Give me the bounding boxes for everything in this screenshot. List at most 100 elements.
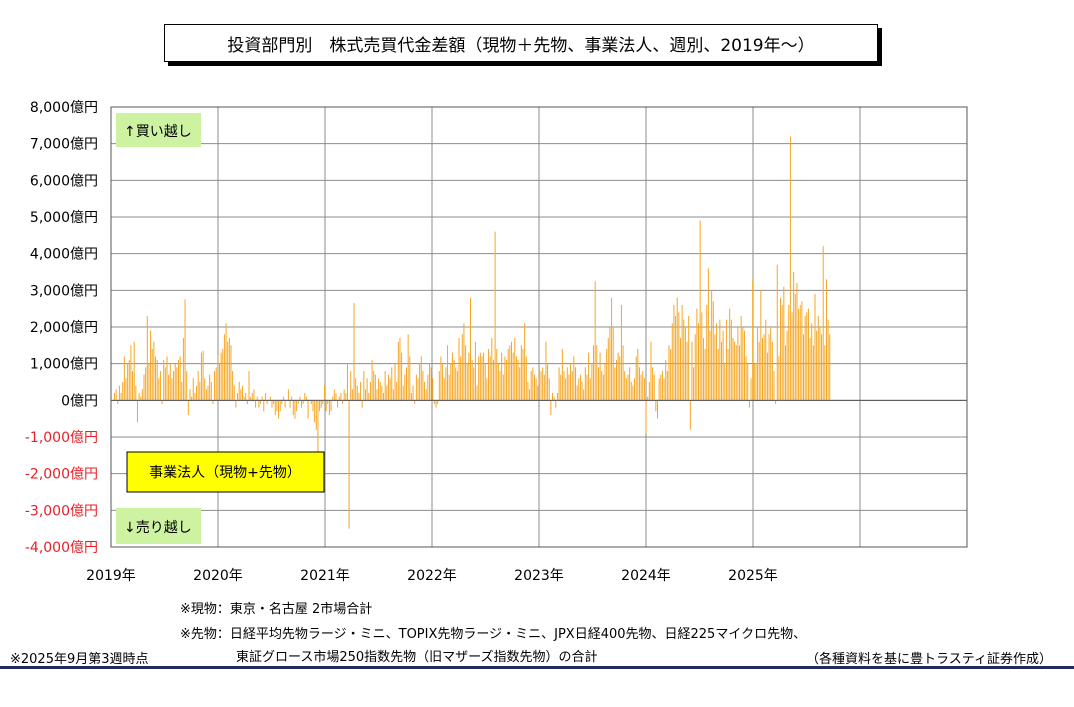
- annotation-layer: ↑買い越し ↓売り越し 事業法人（現物+先物）: [116, 113, 325, 544]
- note-spot: ※現物：東京・名古屋 2市場合計: [180, 602, 373, 617]
- bar: [586, 374, 588, 401]
- bar: [161, 400, 163, 404]
- bar: [350, 371, 352, 401]
- bar: [327, 400, 329, 404]
- bar: [550, 400, 552, 415]
- bar: [537, 385, 539, 401]
- bar: [455, 367, 457, 401]
- bar: [607, 338, 609, 401]
- bar: [337, 400, 339, 408]
- bar: [645, 400, 647, 434]
- bar: [520, 345, 522, 401]
- buy-annotation-label: ↑買い越し: [124, 124, 192, 140]
- bar: [773, 371, 775, 401]
- bar: [612, 327, 614, 401]
- bar: [478, 356, 480, 401]
- bar: [250, 396, 252, 401]
- bar: [466, 363, 468, 401]
- bar: [304, 393, 306, 401]
- bar: [629, 367, 631, 401]
- bar: [799, 305, 801, 401]
- bar: [507, 349, 509, 401]
- bar: [246, 400, 248, 404]
- bar: [615, 360, 617, 401]
- bar: [491, 338, 493, 401]
- bar: [543, 374, 545, 401]
- bar: [647, 396, 649, 401]
- y-tick-label: 3,000億円: [30, 283, 98, 299]
- bar: [437, 400, 439, 404]
- bar: [696, 308, 698, 401]
- bar: [745, 356, 747, 401]
- bar: [346, 363, 348, 401]
- bar: [506, 360, 508, 401]
- y-tick-label: 1,000億円: [30, 357, 98, 373]
- bar: [182, 338, 184, 401]
- bar: [115, 389, 117, 401]
- bar: [273, 400, 275, 404]
- bar: [509, 345, 511, 401]
- bar: [356, 385, 358, 401]
- bar: [301, 400, 303, 408]
- bar: [584, 367, 586, 401]
- bar: [196, 385, 198, 401]
- bar: [232, 371, 234, 401]
- bar: [407, 334, 409, 401]
- bar: [258, 400, 260, 408]
- sell-annotation-label: ↓売り越し: [124, 520, 192, 536]
- bar: [264, 393, 266, 401]
- bar: [497, 363, 499, 401]
- bar: [811, 323, 813, 401]
- bar: [173, 371, 175, 401]
- bar: [822, 246, 824, 401]
- bar: [135, 385, 137, 401]
- bar: [604, 363, 606, 401]
- bar: [755, 363, 757, 401]
- bar: [547, 363, 549, 401]
- bar: [443, 378, 445, 401]
- bar: [117, 400, 119, 404]
- bar: [145, 367, 147, 401]
- bar: [458, 338, 460, 401]
- bar: [796, 283, 798, 401]
- bar: [381, 385, 383, 401]
- bar: [556, 393, 558, 401]
- bar: [642, 371, 644, 401]
- bar: [141, 389, 143, 401]
- bar: [525, 356, 527, 401]
- legend-label: 事業法人（現物+先物）: [149, 465, 301, 481]
- bar: [566, 367, 568, 401]
- bar: [169, 363, 171, 401]
- bar: [415, 374, 417, 401]
- bar: [630, 382, 632, 401]
- bar: [816, 330, 818, 401]
- y-tick-label: 8,000億円: [30, 100, 98, 116]
- y-tick-label: -2,000億円: [25, 467, 98, 483]
- bar: [340, 393, 342, 401]
- bar: [825, 279, 827, 401]
- bar: [542, 367, 544, 401]
- bar: [469, 297, 471, 401]
- bar: [601, 371, 603, 401]
- bar: [501, 352, 503, 401]
- bar: [597, 367, 599, 401]
- legend-box: [126, 451, 325, 493]
- bar: [451, 352, 453, 401]
- bar: [166, 356, 168, 401]
- bar: [471, 360, 473, 401]
- bar: [391, 367, 393, 401]
- bar: [517, 360, 519, 401]
- bar: [735, 345, 737, 401]
- xtick-layer: 2019年 2020年 2021年 2022年 2023年 2024年 2025年: [86, 568, 778, 584]
- bar: [781, 305, 783, 401]
- bar: [243, 396, 245, 401]
- bar: [786, 330, 788, 401]
- bar: [768, 334, 770, 401]
- bar: [765, 319, 767, 401]
- bar: [287, 389, 289, 401]
- bar: [241, 385, 243, 401]
- bar: [222, 349, 224, 401]
- bar: [763, 334, 765, 401]
- bar: [619, 356, 621, 401]
- bar: [271, 400, 273, 408]
